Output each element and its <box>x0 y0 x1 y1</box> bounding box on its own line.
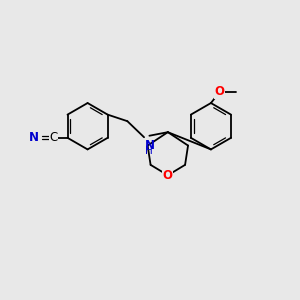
Text: H: H <box>145 146 153 156</box>
Text: O: O <box>214 85 224 98</box>
Text: N: N <box>145 139 155 152</box>
Text: N: N <box>29 131 39 144</box>
Text: C: C <box>50 131 58 144</box>
Text: O: O <box>163 169 173 182</box>
